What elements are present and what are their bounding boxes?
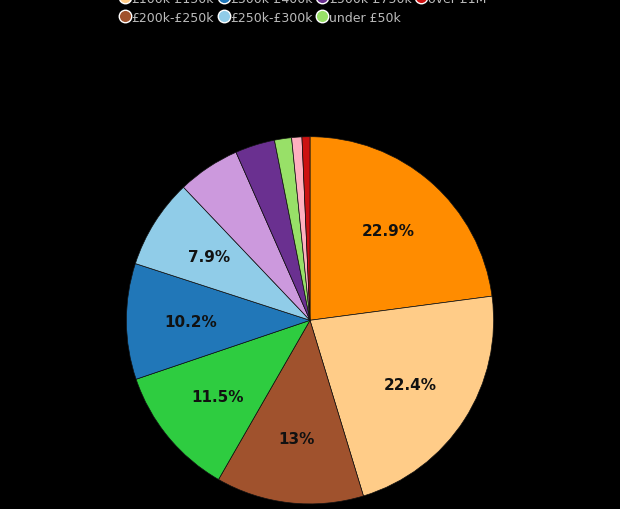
Legend: £150k-£200k, £100k-£150k, £200k-£250k, £50k-£100k, £300k-£400k, £250k-£300k, £40: £150k-£200k, £100k-£150k, £200k-£250k, £… — [118, 0, 502, 29]
Wedge shape — [135, 188, 310, 321]
Wedge shape — [275, 138, 310, 321]
Text: 22.4%: 22.4% — [384, 378, 437, 392]
Text: 7.9%: 7.9% — [188, 250, 230, 265]
Wedge shape — [310, 297, 494, 496]
Wedge shape — [184, 153, 310, 321]
Text: 10.2%: 10.2% — [164, 314, 217, 329]
Text: 22.9%: 22.9% — [362, 223, 415, 239]
Wedge shape — [218, 321, 363, 504]
Wedge shape — [310, 137, 492, 321]
Wedge shape — [291, 137, 310, 321]
Wedge shape — [302, 137, 310, 321]
Wedge shape — [236, 141, 310, 321]
Wedge shape — [136, 321, 310, 479]
Text: 13%: 13% — [278, 432, 315, 446]
Wedge shape — [126, 264, 310, 380]
Text: 11.5%: 11.5% — [192, 389, 244, 404]
